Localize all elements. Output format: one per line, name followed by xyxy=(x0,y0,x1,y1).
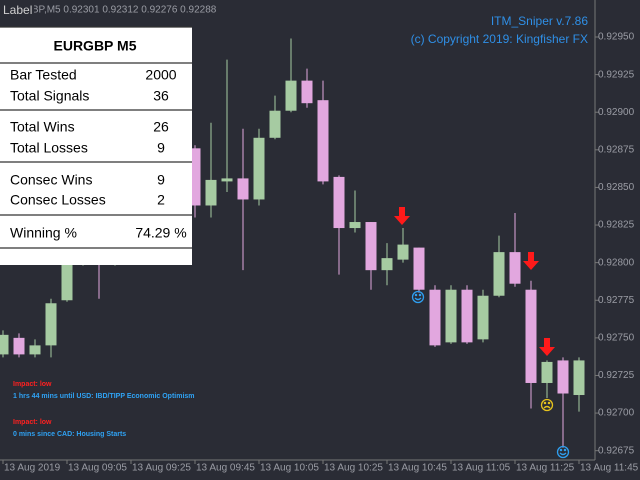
label: Label xyxy=(3,3,32,17)
y-tick-label: 0.92900 xyxy=(598,107,635,118)
candle-body xyxy=(541,361,553,383)
y-tick-label: 0.92700 xyxy=(598,408,635,419)
win-smiley xyxy=(411,290,425,304)
candle-body xyxy=(349,222,361,229)
panel-row-value: 2 xyxy=(157,192,165,208)
loss-smiley xyxy=(540,398,554,412)
stats-panel: EURGBP M5 Bar Tested 2000 Total Signals 36 T… xyxy=(0,26,192,265)
candle-body xyxy=(461,289,473,343)
candle-body xyxy=(237,178,249,200)
candle-body xyxy=(0,334,9,355)
x-tick-label: 13 Aug 10:05 xyxy=(260,463,319,474)
brand-copyright: (c) Copyright 2019: Kingfisher FX xyxy=(411,32,588,46)
panel-row-label: Total Wins xyxy=(10,119,75,135)
candle-body xyxy=(29,345,41,355)
label-bg xyxy=(0,1,34,19)
y-tick-label: 0.92850 xyxy=(598,182,635,193)
x-tick-label: 13 Aug 10:45 xyxy=(388,463,447,474)
panel-row-value: 74.29 % xyxy=(135,225,186,241)
candle-body xyxy=(13,337,25,355)
x-tick-label: 13 Aug 2019 xyxy=(4,463,61,474)
win-smiley xyxy=(556,445,570,459)
candle-body xyxy=(189,148,201,206)
x-tick-label: 13 Aug 09:25 xyxy=(132,463,191,474)
news: Impact: low 1 hrs 44 mins until USD: IBD/… xyxy=(13,381,195,438)
sell-arrow xyxy=(394,207,410,225)
panel-title: EURGBP M5 xyxy=(54,38,137,54)
candle-body xyxy=(413,247,425,290)
panel-row-label: Bar Tested xyxy=(10,67,77,83)
brand-name: ITM_Sniper v.7.86 xyxy=(491,14,588,28)
y-tick-label: 0.92950 xyxy=(598,32,635,43)
panel-row-label: Total Losses xyxy=(10,140,88,156)
y-tick-label: 0.92725 xyxy=(598,370,635,381)
y-tick-label: 0.92925 xyxy=(598,69,635,80)
panel-row-value: 36 xyxy=(153,88,169,104)
panel-row-value: 9 xyxy=(157,140,165,156)
panel-row-label: Consec Wins xyxy=(10,172,92,188)
panel-row-value: 26 xyxy=(153,119,169,135)
y-tick-label: 0.92800 xyxy=(598,257,635,268)
candle-body xyxy=(429,289,441,346)
x-tick-label: 13 Aug 11:05 xyxy=(452,463,511,474)
x-tick-label: 13 Aug 09:05 xyxy=(68,463,127,474)
y-tick-label: 0.92775 xyxy=(598,295,635,306)
candle-body xyxy=(397,244,409,260)
panel-row-label: Winning % xyxy=(10,225,77,241)
news-impact: Impact: low xyxy=(13,419,52,426)
signal-icons xyxy=(394,207,570,459)
x-tick-label: 13 Aug 11:45 xyxy=(580,463,639,474)
y-tick-label: 0.92825 xyxy=(598,220,635,231)
candle-body xyxy=(301,80,313,104)
sell-arrow xyxy=(539,338,555,356)
chart-header: EURGBP,M5 0.92301 0.92312 0.92276 0.9228… xyxy=(3,5,217,16)
candle-body xyxy=(317,100,329,182)
x-tick-label: 13 Aug 11:25 xyxy=(516,463,575,474)
candle-body xyxy=(493,252,505,296)
news-impact: Impact: low xyxy=(13,381,52,388)
candle-body xyxy=(445,289,457,343)
candle-body xyxy=(269,110,281,138)
panel-row-value: 2000 xyxy=(145,67,176,83)
candle-body xyxy=(509,252,521,284)
candle-body xyxy=(477,295,489,340)
x-tick-label: 13 Aug 09:45 xyxy=(196,463,255,474)
panel-row-value: 9 xyxy=(157,172,165,188)
candle-body xyxy=(365,222,377,271)
candle-body xyxy=(573,360,585,396)
candle-body xyxy=(253,137,265,200)
y-tick-label: 0.92875 xyxy=(598,144,635,155)
x-tick-label: 13 Aug 10:25 xyxy=(324,463,383,474)
candle-body xyxy=(285,80,297,111)
candle-body xyxy=(525,289,537,383)
candle-body xyxy=(221,178,233,182)
candle-body xyxy=(45,303,57,346)
candle-body xyxy=(381,258,393,271)
panel-row-label: Consec Losses xyxy=(10,192,106,208)
sell-arrow xyxy=(523,252,539,270)
news-text: 0 mins since CAD: Housing Starts xyxy=(13,431,126,438)
y-tick-label: 0.92675 xyxy=(598,445,635,456)
candle-body xyxy=(557,360,569,394)
panel-bg xyxy=(0,27,192,265)
panel-row-label: Total Signals xyxy=(10,88,89,104)
candle-body xyxy=(333,176,345,229)
news-text: 1 hrs 44 mins until USD: IBD/TIPP Econom… xyxy=(13,393,195,400)
y-tick-label: 0.92750 xyxy=(598,332,635,343)
candle-body xyxy=(205,179,217,206)
candle-body xyxy=(61,259,73,301)
